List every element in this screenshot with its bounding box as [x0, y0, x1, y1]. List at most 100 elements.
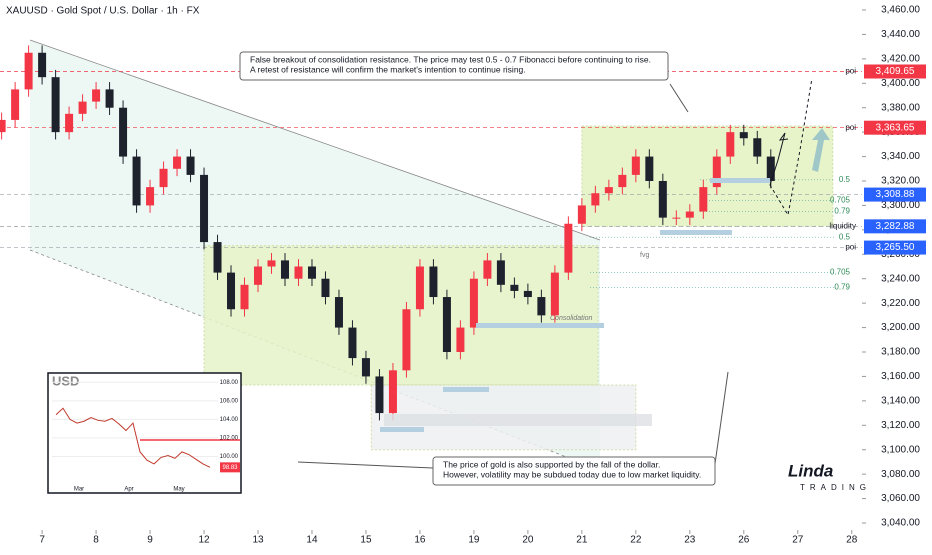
y-tick-label: 3,080.00 [881, 469, 920, 480]
y-tick-label: 3,380.00 [881, 102, 920, 113]
level-tag: liquidity [829, 221, 856, 230]
y-tick-label: 3,120.00 [881, 420, 920, 431]
marker [384, 414, 652, 426]
candle-body [402, 309, 411, 371]
callout [669, 83, 689, 113]
candle-body [550, 272, 559, 316]
candle-body [523, 290, 532, 298]
inset-month: Apr [124, 487, 133, 493]
candle-body [537, 297, 546, 316]
candle-body [280, 260, 289, 279]
decorations [297, 77, 830, 486]
x-tick-label: 16 [414, 535, 426, 546]
annotation-text: False breakout of consolidation resistan… [250, 54, 651, 64]
x-tick-label: 15 [360, 535, 372, 546]
y-tick-label: 3,140.00 [881, 395, 920, 406]
projection-arrow [769, 77, 813, 217]
candle-body [564, 223, 573, 273]
y-tick-label: 3,460.00 [881, 5, 920, 16]
annotation-text: The price of gold is also supported by t… [443, 459, 660, 469]
candle-body [200, 174, 209, 243]
y-tick-label: 3,420.00 [881, 53, 920, 64]
candle-body [78, 101, 87, 114]
logo-sub: TRADING [800, 483, 871, 492]
price-tag [864, 240, 926, 255]
inset-frame [47, 372, 242, 494]
inset-month: May [173, 487, 184, 493]
marker [476, 323, 604, 328]
candle-body [240, 284, 249, 310]
marker [380, 427, 424, 432]
candle-body [173, 156, 182, 169]
candle-body [726, 132, 735, 157]
fib-label: 0.5 [839, 175, 851, 184]
annotation-box [239, 51, 669, 81]
candle-body [65, 113, 74, 133]
candle-body [510, 284, 519, 291]
candle-body [645, 156, 654, 181]
x-tick-label: 19 [468, 535, 480, 546]
y-tick-label: 3,240.00 [881, 273, 920, 284]
annotation-text: A retest of resistance will confirm the … [250, 64, 526, 74]
fib-label: 0.79 [834, 282, 850, 291]
y-tick-label: 3,200.00 [881, 322, 920, 333]
inset-last-tag [220, 462, 240, 473]
candle-body [577, 205, 586, 224]
y-tick-label: 3,220.00 [881, 298, 920, 309]
zone [203, 245, 599, 386]
price-tag-label: 3,265.50 [876, 242, 915, 253]
inset-tick-label: 106.00 [220, 398, 239, 404]
candle-body [51, 77, 60, 133]
candle-body [146, 187, 155, 206]
candle-body [753, 138, 762, 157]
x-tick-label: 13 [252, 535, 264, 546]
marker [660, 230, 732, 235]
x-tick-label: 8 [93, 535, 99, 546]
candle-body [685, 211, 694, 218]
zone-label: Consolidation [550, 315, 593, 322]
fib-label: 0.705 [830, 196, 851, 205]
candle-body [0, 119, 6, 133]
x-tick-label: 21 [576, 535, 588, 546]
candle-body [307, 266, 316, 279]
candle-body [672, 217, 681, 219]
plot: poi poi liquidity poi 0.5 0.705 0.79 0.5 0.705 0.… [0, 45, 862, 421]
fib-label: 0.5 [839, 232, 851, 241]
candle-body [361, 358, 370, 377]
level-tag: poi [845, 67, 856, 76]
projection-arrow [769, 132, 786, 186]
inset-month: Mar [74, 487, 84, 493]
candle-body [267, 260, 276, 267]
candle-body [119, 107, 128, 157]
candle-body [348, 327, 357, 359]
price-tag-label: 3,308.88 [876, 189, 915, 200]
price-tag [864, 64, 926, 79]
candle-body [213, 242, 222, 273]
callout [297, 461, 434, 469]
chart-title: XAUUSD · Gold Spot / U.S. Dollar · 1h · … [6, 6, 200, 17]
y-tick-label: 3,440.00 [881, 29, 920, 40]
price-tag [864, 219, 926, 234]
arrow-head [778, 132, 789, 141]
inset-tick-label: 108.00 [220, 380, 239, 386]
price-tag-label: 3,282.88 [876, 221, 915, 232]
y-tick-label: 3,040.00 [881, 518, 920, 529]
y-tick-label: 3,100.00 [881, 444, 920, 455]
level-tag: poi [845, 123, 856, 132]
price-tag [864, 120, 926, 135]
inset-tick-label: 102.00 [220, 436, 239, 442]
candle-body [294, 266, 303, 279]
channel-line [29, 39, 601, 241]
x-tick-label: 26 [738, 535, 750, 546]
candle-body [442, 297, 451, 352]
candle-body [38, 52, 47, 78]
level-tag: poi [845, 243, 856, 252]
x-tick-label: 22 [630, 535, 642, 546]
candle-body [658, 181, 667, 218]
candle-body [469, 278, 478, 328]
candle-body [496, 260, 505, 285]
candle-body [334, 297, 343, 328]
inset-last-label: 98.83 [222, 465, 238, 471]
candle-body [483, 260, 492, 279]
